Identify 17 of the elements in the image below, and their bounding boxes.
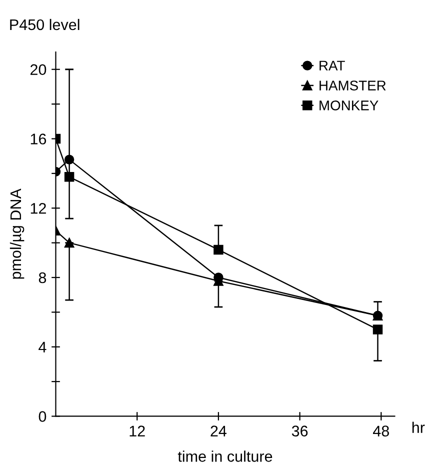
text: hr	[412, 422, 425, 433]
y-axis-title: pmol/µg DNA	[10, 188, 24, 279]
x-tick-label: 36	[292, 426, 308, 436]
y-tick-label: 12	[30, 202, 46, 214]
x-axis-title: time in culture	[178, 450, 272, 462]
legend-label: HAMSTER	[320, 80, 386, 90]
x-tick-label: 24	[210, 426, 226, 436]
y-tick-label: 0	[38, 411, 46, 422]
y-tick-label: 20	[30, 64, 46, 76]
legend-label: MONKEY	[320, 100, 378, 110]
y-tick-label: 4	[38, 342, 46, 352]
y-tick-label: 16	[30, 134, 46, 144]
x-tick-label: 48	[373, 426, 389, 436]
x-tick-label: 12	[130, 426, 145, 436]
y-tick-label: 8	[38, 272, 46, 284]
chart-title: P450 level	[10, 18, 80, 30]
legend-label: RAT	[320, 60, 345, 70]
